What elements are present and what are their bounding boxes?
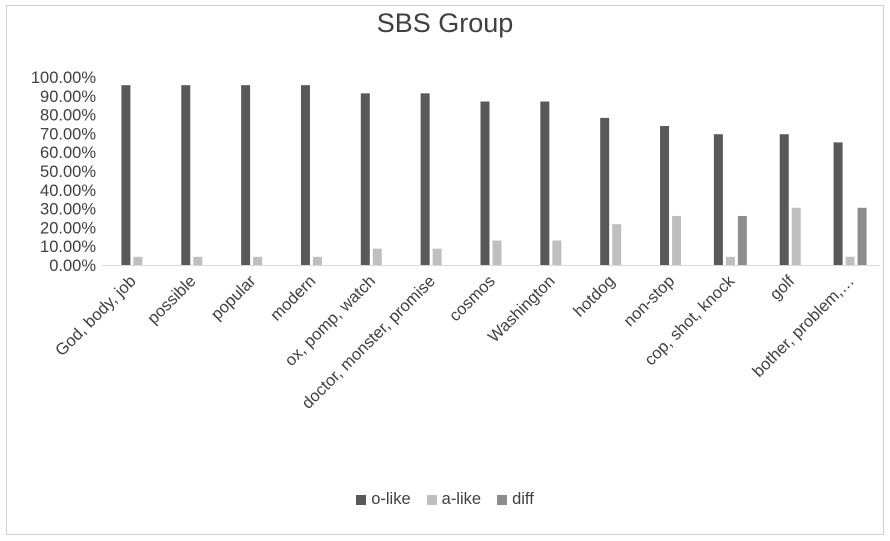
x-category-label: bother, problem,… — [749, 272, 858, 381]
bar-a-like — [845, 256, 855, 265]
bar-a-like — [133, 256, 143, 265]
x-category-label: non-stop — [620, 272, 678, 330]
bar-a-like — [193, 256, 203, 265]
y-tick-label: 40.00% — [40, 182, 96, 200]
bar-o-like — [540, 101, 550, 265]
x-category-label: modern — [267, 272, 319, 324]
x-category-label: popular — [208, 272, 260, 324]
bar-a-like — [725, 256, 735, 265]
x-category-label: cosmos — [446, 272, 499, 325]
bar-a-like — [672, 215, 682, 265]
legend-swatch — [497, 494, 508, 505]
legend-swatch — [356, 494, 367, 505]
x-category-label: God, body, job — [52, 272, 140, 360]
legend-item: a-like — [426, 490, 482, 509]
legend-swatch — [426, 494, 437, 505]
y-tick-label: 90.00% — [40, 88, 96, 106]
y-tick-label: 0.00% — [49, 257, 96, 275]
legend-label: a-like — [441, 490, 482, 508]
bar-o-like — [713, 134, 723, 265]
x-category-label: hotdog — [570, 272, 618, 320]
bar-o-like — [480, 101, 490, 265]
chart-legend: o-like a-like diff — [0, 490, 890, 509]
bar-a-like — [312, 256, 322, 265]
bar-a-like — [253, 256, 263, 265]
bar-o-like — [241, 85, 251, 265]
legend-label: o-like — [371, 490, 411, 508]
x-category-label: golf — [767, 272, 799, 304]
bar-o-like — [300, 85, 310, 265]
y-tick-label: 70.00% — [40, 125, 96, 143]
y-tick-label: 100.00% — [31, 69, 96, 87]
bar-a-like — [612, 224, 622, 265]
bar-o-like — [660, 126, 670, 266]
bar-a-like — [552, 240, 562, 265]
y-tick-label: 10.00% — [40, 238, 96, 256]
chart-title: SBS Group — [376, 8, 514, 38]
y-tick-label: 30.00% — [40, 201, 96, 219]
bar-a-like — [372, 248, 382, 265]
bar-diff — [857, 207, 867, 265]
chart-frame — [6, 5, 884, 535]
x-category-label: possible — [144, 272, 200, 328]
y-tick-label: 20.00% — [40, 219, 96, 237]
bar-o-like — [121, 85, 131, 265]
bar-a-like — [492, 240, 502, 265]
bar-o-like — [181, 85, 191, 265]
legend-item: o-like — [356, 490, 411, 509]
bar-o-like — [779, 134, 789, 265]
bar-a-like — [791, 207, 801, 265]
y-tick-label: 50.00% — [40, 163, 96, 181]
bar-diff — [737, 215, 747, 265]
bar-o-like — [833, 142, 843, 265]
y-tick-label: 60.00% — [40, 144, 96, 162]
bar-o-like — [420, 93, 430, 265]
y-tick-label: 80.00% — [40, 107, 96, 125]
legend-label: diff — [512, 490, 534, 508]
bar-o-like — [360, 93, 370, 265]
bar-a-like — [432, 248, 442, 265]
bar-o-like — [600, 117, 610, 265]
legend-item: diff — [497, 490, 534, 509]
